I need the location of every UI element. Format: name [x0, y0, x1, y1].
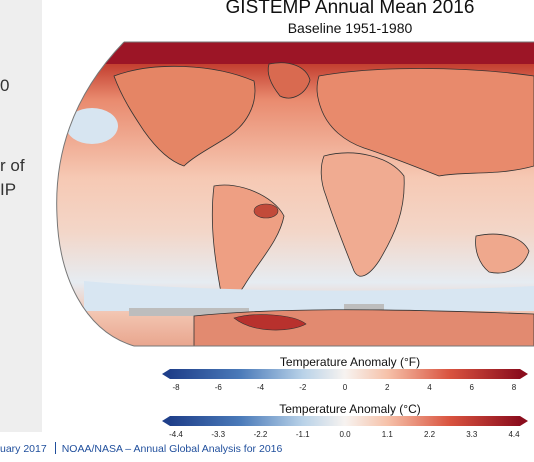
colorbar-tick-label: -4 [257, 383, 265, 392]
missing-data-patch [344, 304, 384, 310]
eurasia-land [316, 68, 534, 177]
arctic-band [56, 42, 534, 64]
colorbar-left-arrow [162, 369, 170, 379]
amazon-hotspot [253, 203, 279, 219]
colorbar-tick-label: 6 [470, 383, 475, 392]
celsius-legend-title: Temperature Anomaly (°C) [279, 402, 421, 416]
slide-footer: uary 2017 NOAA/NASA – Annual Global Analy… [0, 442, 282, 455]
slide-text-fragment: 0 [0, 76, 10, 95]
australia-land [475, 233, 530, 274]
africa-land [320, 152, 405, 277]
slide-text-fragment: r of [0, 156, 25, 175]
colorbar-gradient [170, 369, 520, 379]
greenland-land [267, 62, 311, 99]
colorbar-tick-label: 2.2 [424, 430, 436, 439]
colorbar-right-arrow [520, 369, 528, 379]
world-anomaly-map [44, 36, 534, 352]
colorbar-tick-label: -1.1 [296, 430, 310, 439]
colorbar-tick-label: 8 [512, 383, 517, 392]
colorbar-gradient [170, 416, 520, 426]
antarctica-land [193, 309, 534, 346]
antarctica-hotspot [233, 314, 307, 331]
colorbar-tick-label: 4.4 [508, 430, 520, 439]
globe-outline [56, 41, 534, 347]
colorbar-tick-label: 1.1 [382, 430, 394, 439]
footer-separator [54, 442, 56, 454]
footer-source: NOAA/NASA – Annual Global Analysis for 2… [61, 443, 283, 455]
missing-data-patch [129, 308, 249, 316]
colorbar-left-arrow [162, 416, 170, 426]
colorbar-right-arrow [520, 416, 528, 426]
fahrenheit-colorbar: -8 -6 -4 -2 0 2 4 6 8 [162, 369, 528, 399]
pacific-cool-region [66, 108, 118, 144]
celsius-colorbar: -4.4 -3.3 -2.2 -1.1 0.0 1.1 2.2 3.3 4.4 [162, 416, 528, 446]
southern-ocean-cool [84, 281, 534, 311]
colorbar-tick-label: 3.3 [466, 430, 478, 439]
footer-date: uary 2017 [0, 443, 47, 455]
previous-slide-panel [0, 0, 42, 432]
colorbar-tick-label: -4.4 [169, 430, 183, 439]
colorbar-tick-label: 4 [427, 383, 432, 392]
map-title: GISTEMP Annual Mean 2016 [225, 0, 475, 18]
colorbar-tick-label: 2 [385, 383, 390, 392]
north-america-land [113, 65, 256, 167]
colorbar-tick-label: -2 [299, 383, 307, 392]
fahrenheit-legend-title: Temperature Anomaly (°F) [279, 355, 421, 369]
colorbar-tick-label: -2.2 [254, 430, 268, 439]
slide-text-fragment: IP [0, 180, 17, 199]
colorbar-tick-label: -3.3 [211, 430, 225, 439]
colorbar-tick-label: -8 [172, 383, 180, 392]
map-subtitle: Baseline 1951-1980 [287, 20, 413, 36]
colorbar-tick-label: 0.0 [339, 430, 351, 439]
colorbar-tick-label: -6 [215, 383, 223, 392]
colorbar-tick-label: 0 [343, 383, 348, 392]
